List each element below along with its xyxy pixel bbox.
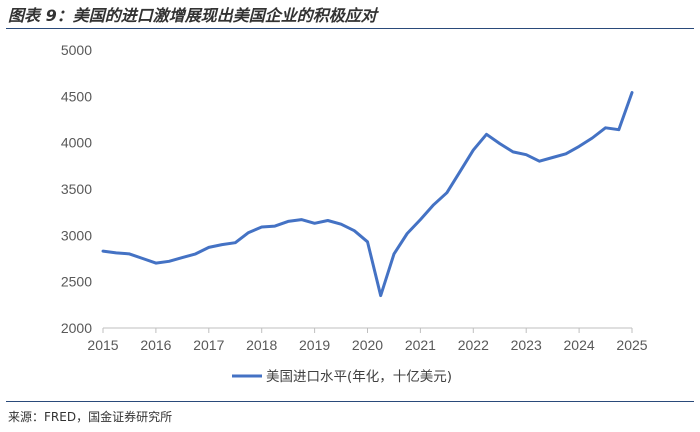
- x-axis-ticks: 2015 2016 2017 2018 2019 2020 2021 2022 2023 2024…: [87, 337, 647, 353]
- x-tick-label: 2017: [193, 337, 224, 353]
- x-tick-label: 2025: [616, 337, 647, 353]
- x-tick-label: 2020: [352, 337, 383, 353]
- y-axis-ticks: 2000 2500 3000 3500 4000 4500 5000: [61, 42, 92, 336]
- y-tick-label: 5000: [61, 42, 92, 58]
- y-tick-label: 4500: [61, 88, 92, 104]
- source-note: 来源：FRED，国金证券研究所: [8, 410, 173, 424]
- source-divider: [6, 401, 694, 402]
- y-tick-label: 3000: [61, 227, 92, 243]
- x-tick-label: 2016: [140, 337, 171, 353]
- y-tick-label: 2500: [61, 274, 92, 290]
- y-tick-label: 3500: [61, 181, 92, 197]
- legend: 美国进口水平(年化，十亿美元): [232, 369, 452, 385]
- series-group: [101, 91, 634, 298]
- x-tick-label: 2024: [564, 337, 595, 353]
- y-tick-label: 2000: [61, 320, 92, 336]
- x-tick-label: 2023: [511, 337, 542, 353]
- x-axis-tick-marks: [102, 328, 633, 333]
- legend-label: 美国进口水平(年化，十亿美元): [266, 369, 452, 385]
- x-tick-label: 2019: [299, 337, 330, 353]
- x-tick-label: 2021: [405, 337, 436, 353]
- y-tick-label: 4000: [61, 135, 92, 151]
- x-tick-label: 2018: [246, 337, 277, 353]
- figure-title: 图表 9：美国的进口激增展现出美国企业的积极应对: [8, 6, 377, 25]
- x-tick-label: 2015: [87, 337, 118, 353]
- title-divider: [6, 28, 694, 29]
- series-line: [101, 91, 634, 298]
- x-tick-label: 2022: [458, 337, 489, 353]
